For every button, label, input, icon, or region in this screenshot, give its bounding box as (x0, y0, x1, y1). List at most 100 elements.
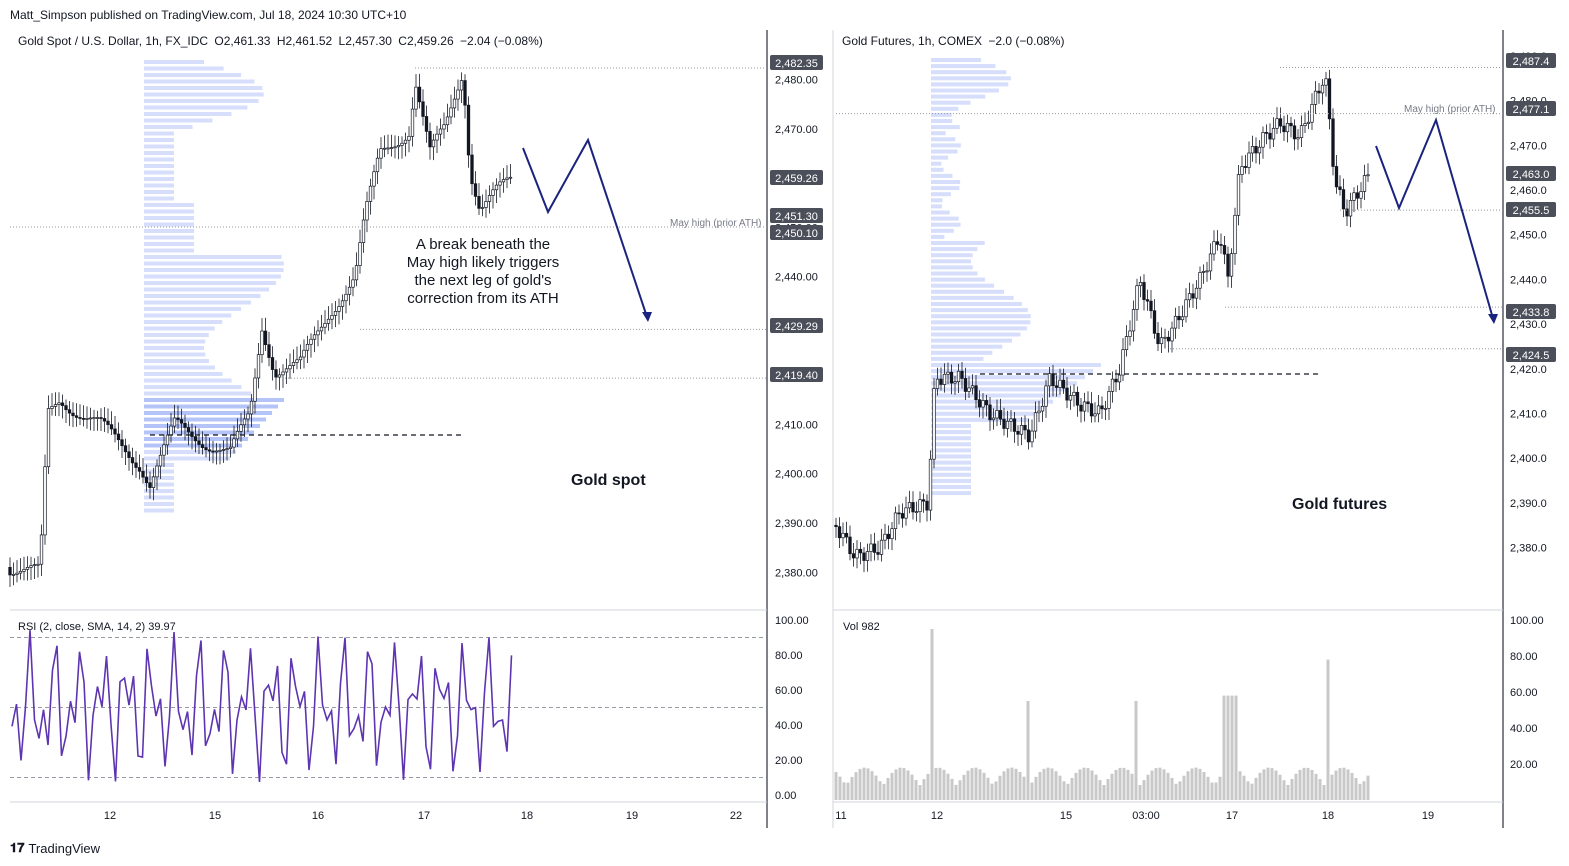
right-candle (1058, 379, 1062, 388)
right-price-tag-4-bg (1506, 304, 1556, 319)
right-candle (1075, 391, 1080, 406)
right-candle (855, 548, 859, 559)
volume-bar (918, 785, 922, 800)
volume-bar (1154, 768, 1158, 800)
left-annotation: A break beneath the May high likely trig… (378, 236, 588, 308)
left-ytick-7: 2,410.00 (775, 419, 818, 431)
right-price-tag-5-bg (1506, 347, 1556, 362)
right-candle (1002, 418, 1006, 429)
volume-bar (1314, 773, 1318, 800)
right-candle (1250, 146, 1255, 154)
right-candle (1254, 146, 1258, 154)
right-price-tag-1-bg (1506, 101, 1556, 116)
volume-bar (1018, 771, 1022, 800)
left-candle (396, 145, 401, 148)
right-candle (1163, 336, 1167, 339)
right-profile-bar (931, 350, 993, 355)
left-candle (368, 185, 373, 202)
left-candle (487, 195, 492, 202)
volume-bar (1358, 783, 1362, 800)
right-xtick-2: 15 (1060, 810, 1072, 822)
volume-bar (1106, 779, 1110, 800)
left-profile-bar (144, 229, 194, 233)
volume-bar (1306, 767, 1310, 800)
left-ytick-9: 2,390.00 (775, 518, 818, 530)
right-profile-bar (931, 387, 1069, 392)
right-profile-bar (931, 411, 1037, 416)
left-projection-arrow (522, 137, 649, 321)
right-candle (1093, 413, 1097, 417)
right-profile-bar (931, 375, 1085, 380)
right-ytick-7: 2,420.0 (1510, 364, 1547, 376)
right-candle (956, 370, 961, 383)
left-candle (46, 408, 51, 468)
right-candle (946, 371, 950, 375)
right-candle (1338, 186, 1342, 190)
left-profile-bar (144, 131, 174, 136)
right-candle (1317, 90, 1321, 94)
right-xtick-3: 03:00 (1132, 810, 1160, 822)
left-price-tag-2: 2,451.30 (775, 211, 818, 223)
left-candle (372, 171, 376, 187)
left-candle (95, 417, 100, 419)
right-candle (988, 404, 992, 421)
left-candle (344, 293, 348, 302)
right-candle (876, 552, 880, 555)
left-candle (386, 147, 390, 150)
left-candle (333, 311, 338, 316)
right-profile-bar (931, 198, 943, 203)
volume-bar (1254, 777, 1258, 800)
right-candle (1194, 287, 1199, 299)
left-profile-bar (144, 424, 260, 428)
left-candle (221, 449, 226, 451)
volume-bar (1198, 768, 1202, 800)
volume-bar (1090, 770, 1094, 800)
volume-bar (1038, 772, 1042, 800)
left-candle (36, 563, 40, 566)
left-candle (484, 201, 488, 208)
right-candle (858, 548, 863, 554)
right-candle (1135, 285, 1139, 310)
right-candle (893, 512, 898, 530)
right-profile-bar (931, 356, 984, 361)
volume-bar (1286, 784, 1290, 800)
left-candle (18, 571, 23, 574)
volume-bar (1326, 659, 1330, 800)
volume-bar (1110, 773, 1114, 800)
left-ytick-8: 2,400.00 (775, 469, 818, 481)
volume-bar (1054, 771, 1058, 800)
left-profile-bar (144, 352, 206, 357)
right-candle (932, 388, 936, 460)
right-candle (897, 512, 901, 515)
left-candle (22, 568, 26, 572)
left-profile-bar (144, 411, 272, 415)
rsi-legend[interactable]: RSI (2, close, SMA, 14, 2) 39.97 (18, 621, 176, 633)
left-profile-bar (144, 222, 194, 227)
right-profile-bar (931, 143, 961, 148)
left-candle (302, 349, 306, 358)
tradingview-brand[interactable]: 𝟏𝟕 TradingView (10, 840, 100, 856)
right-candle (1040, 405, 1045, 412)
right-symbol[interactable]: Gold Futures, 1h, COMEX (842, 34, 983, 48)
vol-legend[interactable]: Vol 982 (843, 621, 880, 633)
right-candle (1103, 407, 1108, 410)
right-candle (1208, 253, 1213, 272)
right-candle (1201, 271, 1206, 273)
volume-bar (1366, 775, 1370, 800)
volume-bar (1134, 701, 1138, 800)
right-xtick-1: 12 (931, 810, 943, 822)
left-symbol[interactable]: Gold Spot / U.S. Dollar, 1h, FX_IDC (18, 34, 209, 48)
left-candle (459, 80, 464, 91)
volume-bar (1318, 779, 1322, 800)
left-profile-bar (144, 333, 209, 337)
left-profile-bar (144, 469, 174, 474)
volume-bar (1250, 783, 1254, 800)
volume-bar (914, 780, 918, 800)
right-candle (890, 528, 894, 540)
left-profile-bar (144, 476, 174, 480)
right-candle (1348, 200, 1353, 217)
volume-bar (850, 776, 854, 800)
left-candle (263, 330, 268, 346)
right-candle (1051, 373, 1055, 387)
